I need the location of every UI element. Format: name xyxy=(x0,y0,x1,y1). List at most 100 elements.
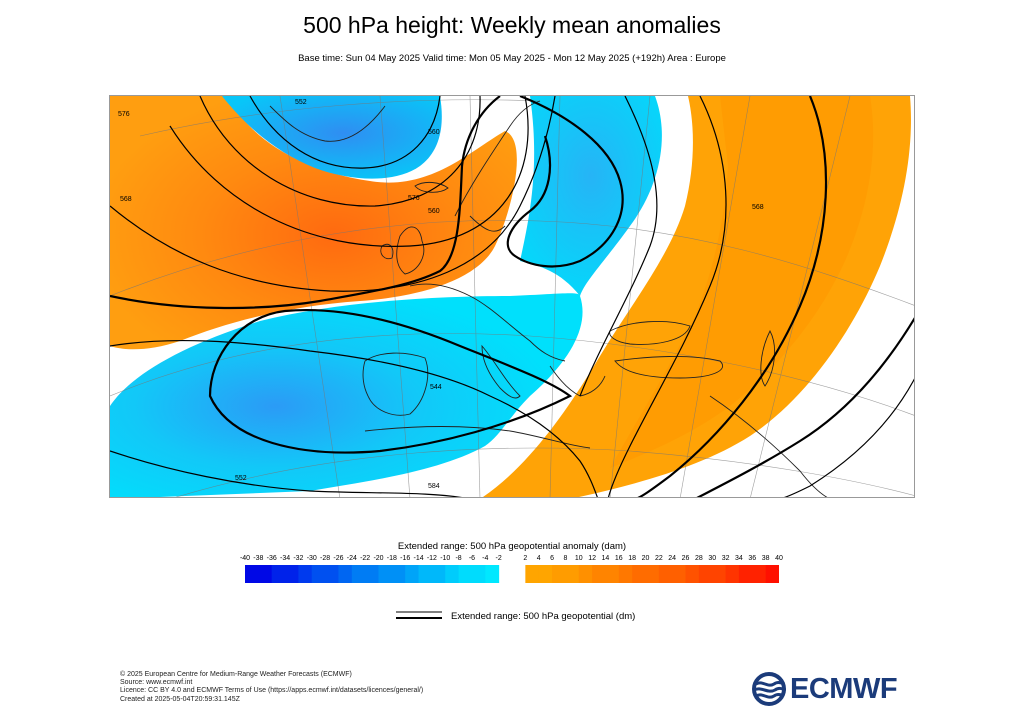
colorbar-segment-positive xyxy=(712,565,727,583)
contour-bold-east-2 xyxy=(696,317,914,497)
colorbar-tick-label: -8 xyxy=(455,555,462,562)
colorbar-segment-negative xyxy=(365,565,379,583)
colorbar-segment-negative xyxy=(471,565,486,583)
footer-source: Source: www.ecmwf.int xyxy=(120,679,193,687)
colorbar-tick-label: -12 xyxy=(426,555,437,562)
colorbar-segment-positive xyxy=(725,565,740,583)
ecmwf-logo-icon xyxy=(752,672,787,706)
colorbar-tick-label: -16 xyxy=(400,555,411,562)
colorbar-segment-negative xyxy=(298,565,313,583)
colorbar-segment-negative xyxy=(391,565,406,583)
contour-bold-east xyxy=(637,96,828,497)
colorbar-tick-label: 2 xyxy=(523,555,528,562)
colorbar-segment-positive xyxy=(525,565,540,583)
colorbar-tick-label: 26 xyxy=(681,555,690,562)
colorbar-tick-label: -36 xyxy=(266,555,277,562)
colorbar-segment-positive xyxy=(565,565,580,583)
colorbar-segment-positive xyxy=(538,565,553,583)
negative-anomaly-scandinavia xyxy=(520,96,662,296)
ecmwf-logo: ECMWF xyxy=(752,672,912,706)
colorbar-segment-negative xyxy=(285,565,299,583)
colorbar-segment-positive xyxy=(685,565,700,583)
chart-subtitle: Base time: Sun 04 May 2025 Valid time: M… xyxy=(298,53,726,64)
colorbar-segment-negative xyxy=(338,565,353,583)
colorbar-segment-negative xyxy=(351,565,366,583)
colorbar-segment-positive xyxy=(672,565,687,583)
colorbar-tick-label: -28 xyxy=(320,555,331,562)
coastlines xyxy=(269,100,828,497)
colorbar-tick-label: -10 xyxy=(440,555,451,562)
colorbar-tick-label: -18 xyxy=(386,555,397,562)
contour-560-e xyxy=(579,96,658,397)
footer-created: Created at 2025-05-04T20:59:31.145Z xyxy=(120,695,240,703)
colorbar-tick-label: 28 xyxy=(694,555,703,562)
colorbar-segment-negative xyxy=(378,565,393,583)
colorbar-segment-positive xyxy=(592,565,606,583)
colorbar-tick-label: -14 xyxy=(413,555,424,562)
contour-label: 584 xyxy=(428,483,440,490)
colorbar-tick-label: 14 xyxy=(601,555,610,562)
colorbar-segment-negative xyxy=(271,565,286,583)
colorbar-segment-negative xyxy=(431,565,446,583)
ecmwf-logo-text: ECMWF xyxy=(790,673,898,705)
contour-568-e xyxy=(607,96,727,497)
colorbar-tick-label: -40 xyxy=(239,555,251,562)
colorbar-tick-label: -24 xyxy=(346,555,357,562)
colorbar-tick-label: -34 xyxy=(279,555,291,562)
colorbar-tick-label: 10 xyxy=(574,555,583,562)
contour-legend-line xyxy=(396,611,442,619)
chart-title: 500 hPa height: Weekly mean anomalies xyxy=(303,12,721,38)
contour-576-s xyxy=(110,339,598,497)
contour-label: 544 xyxy=(430,384,442,391)
colorbar-tick-label: 30 xyxy=(708,555,717,562)
contour-label: 576 xyxy=(118,111,130,118)
contour-label: 576 xyxy=(408,195,420,202)
negative-anomaly-greenland xyxy=(222,96,442,179)
anomaly-map: 552 560 568 576 576 560 568 544 552 584 xyxy=(109,95,915,498)
colorbar-tick-label: 22 xyxy=(654,555,663,562)
contour-legend-label: Extended range: 500 hPa geopotential (dm… xyxy=(451,611,636,622)
colorbar-segment-positive xyxy=(738,565,753,583)
colorbar-tick-label: 38 xyxy=(761,555,770,562)
anomaly-shading xyxy=(110,96,911,497)
colorbar-tick-label: -26 xyxy=(333,555,344,562)
contour-bold-2 xyxy=(506,96,624,268)
contour-label: 560 xyxy=(428,129,440,136)
colorbar-title: Extended range: 500 hPa geopotential ano… xyxy=(397,541,627,552)
contour-label: 568 xyxy=(120,196,132,203)
colorbar-segment-positive xyxy=(765,565,779,583)
colorbar-tick-label: -20 xyxy=(373,555,384,562)
contour-label: 560 xyxy=(428,208,440,215)
colorbar-tick-label: 40 xyxy=(775,555,783,562)
colorbar-tick-label: 12 xyxy=(588,555,596,562)
contour-label: 552 xyxy=(235,475,247,482)
colorbar-segment-positive xyxy=(658,565,673,583)
colorbar-segment-negative xyxy=(245,565,259,583)
colorbar-tick-label: -2 xyxy=(495,555,502,562)
contour-bold-1 xyxy=(110,96,501,310)
geopotential-contours xyxy=(110,96,914,497)
colorbar-tick-label: -6 xyxy=(468,555,476,562)
contour-560 xyxy=(199,96,481,207)
colorbar-tick-label: 36 xyxy=(748,555,757,562)
colorbar-tick-label: 16 xyxy=(614,555,623,562)
colorbar-tick-label: 20 xyxy=(641,555,650,562)
colorbar-tick-label: -32 xyxy=(293,555,304,562)
positive-anomaly-west xyxy=(110,96,517,350)
contour-bold-3 xyxy=(208,308,573,454)
colorbar-segment-negative xyxy=(458,565,473,583)
contour-east-3 xyxy=(784,378,914,497)
colorbar-tick-label: -30 xyxy=(306,555,317,562)
colorbar-tick-label: 8 xyxy=(563,555,568,562)
colorbar-segment-positive xyxy=(632,565,646,583)
colorbar-segment-negative xyxy=(445,565,460,583)
colorbar-segment-negative xyxy=(325,565,339,583)
colorbar-tick-label: -38 xyxy=(253,555,264,562)
colorbar-segment-negative xyxy=(258,565,273,583)
colorbar-segment-positive xyxy=(618,565,633,583)
footer-licence: Licence: CC BY 4.0 and ECMWF Terms of Us… xyxy=(120,687,424,695)
footer: © 2025 European Centre for Medium-Range … xyxy=(120,671,423,704)
colorbar-segment-negative xyxy=(485,565,500,583)
colorbar-segment-positive xyxy=(645,565,660,583)
contour-label: 552 xyxy=(295,99,307,106)
